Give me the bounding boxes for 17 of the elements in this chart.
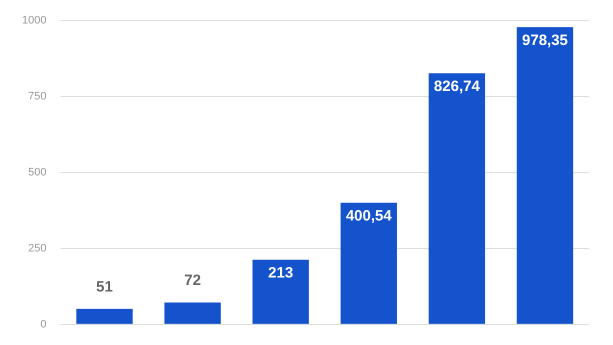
bar <box>252 260 309 324</box>
y-tick-label: 750 <box>28 90 46 103</box>
data-label: 72 <box>184 272 201 290</box>
data-label: 51 <box>96 278 113 296</box>
data-label: 400,54 <box>346 207 392 224</box>
bar <box>516 27 574 324</box>
data-label: 978,35 <box>522 32 568 49</box>
data-label: 213 <box>268 264 294 282</box>
bar <box>76 308 133 324</box>
y-tick-label: 500 <box>28 166 46 179</box>
bar <box>428 73 486 324</box>
y-tick-label: 250 <box>28 242 46 254</box>
y-tick-label: 0 <box>40 318 46 330</box>
y-tick-label: 1000 <box>22 14 46 27</box>
bar <box>340 202 397 324</box>
data-label: 826,74 <box>434 78 480 95</box>
bar <box>164 302 221 324</box>
